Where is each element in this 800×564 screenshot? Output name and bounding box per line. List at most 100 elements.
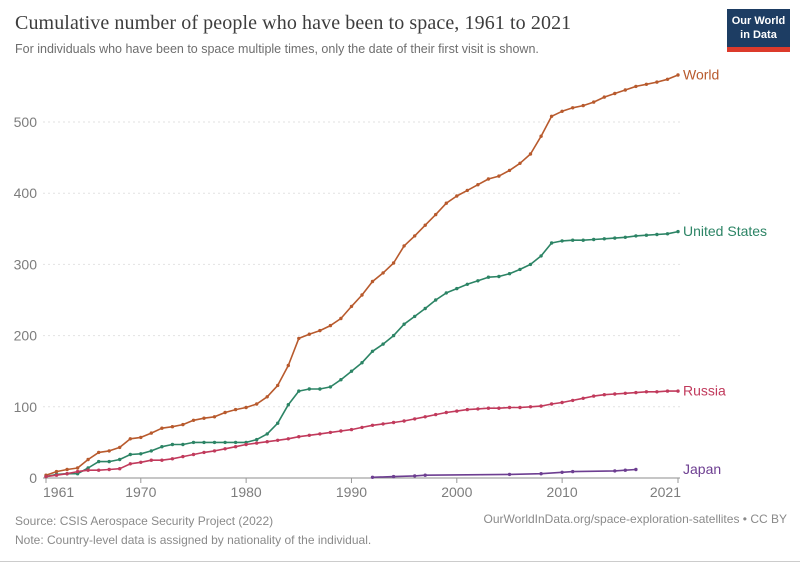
data-point <box>549 114 554 119</box>
data-point <box>455 286 459 291</box>
y-tick-label-0: 0 <box>29 470 37 486</box>
data-point <box>497 174 501 178</box>
data-point <box>413 314 417 319</box>
owid-logo[interactable]: Our World in Data <box>727 9 790 52</box>
owid-logo-stripe <box>727 46 790 52</box>
data-point <box>634 234 638 238</box>
data-point <box>507 272 512 276</box>
data-point <box>571 469 575 474</box>
data-point <box>602 393 606 397</box>
data-point <box>507 405 512 410</box>
data-point <box>571 106 575 110</box>
data-point <box>255 437 259 442</box>
data-point <box>276 421 280 425</box>
series-line-japan <box>372 468 636 479</box>
data-point <box>118 445 122 450</box>
data-point <box>139 452 143 456</box>
data-point <box>613 392 617 396</box>
data-point <box>75 466 80 470</box>
y-tick-label-100: 100 <box>14 399 38 415</box>
data-point <box>244 405 248 410</box>
data-point <box>191 418 196 422</box>
data-point <box>318 387 322 391</box>
data-point <box>476 279 480 283</box>
data-point <box>118 467 122 471</box>
data-point <box>402 244 406 248</box>
data-point <box>107 467 111 472</box>
data-point <box>233 445 238 449</box>
data-point <box>328 385 333 389</box>
data-point <box>339 429 343 433</box>
data-point <box>549 402 554 406</box>
data-point <box>413 417 417 421</box>
data-point <box>613 91 617 96</box>
series-line-world <box>45 74 679 476</box>
data-point <box>265 440 269 444</box>
data-point <box>655 390 659 394</box>
data-point <box>497 406 501 410</box>
data-point <box>391 474 396 479</box>
data-point <box>149 431 153 435</box>
data-point <box>54 473 59 477</box>
x-tick-label-1961: 1961 <box>43 484 74 500</box>
data-point <box>276 438 280 442</box>
data-point <box>370 279 375 284</box>
data-point <box>602 95 606 99</box>
data-point <box>265 432 269 436</box>
y-tick-label-500: 500 <box>14 114 38 130</box>
data-point <box>528 262 533 267</box>
data-point <box>507 472 512 477</box>
data-point <box>170 442 175 447</box>
data-point <box>339 378 343 382</box>
data-point <box>560 400 564 405</box>
data-point <box>307 387 311 391</box>
data-point <box>339 316 343 321</box>
data-point <box>223 410 227 415</box>
data-point <box>676 389 680 393</box>
data-point <box>65 467 69 472</box>
data-point <box>244 442 248 447</box>
data-point <box>349 369 354 373</box>
series-russia: Russia <box>44 383 726 479</box>
data-point <box>486 177 491 181</box>
series-world: World <box>44 67 719 477</box>
data-point <box>276 383 280 388</box>
series-label-russia: Russia <box>683 383 726 399</box>
bottom-divider <box>0 561 800 562</box>
data-point <box>349 427 354 432</box>
data-point <box>223 447 227 451</box>
data-point <box>486 406 491 410</box>
data-point <box>370 423 375 427</box>
data-point <box>423 415 427 419</box>
data-point <box>297 435 301 439</box>
data-point <box>623 468 627 472</box>
data-point <box>444 291 448 295</box>
data-point <box>160 426 164 430</box>
data-point <box>476 183 480 187</box>
data-point <box>465 407 469 412</box>
data-point <box>528 152 533 156</box>
series-label-united-states: United States <box>683 223 767 239</box>
data-point <box>423 223 427 227</box>
data-point <box>581 238 585 242</box>
footer-link[interactable]: OurWorldInData.org/space-exploration-sat… <box>483 512 787 526</box>
data-point <box>149 458 153 462</box>
data-point <box>139 460 143 464</box>
data-point <box>170 457 175 461</box>
data-point <box>644 233 649 237</box>
x-tick-label-1990: 1990 <box>336 484 367 500</box>
data-note: Note: Country-level data is assigned by … <box>15 532 372 547</box>
data-point <box>486 275 491 279</box>
data-point <box>202 416 206 420</box>
series-label-japan: Japan <box>683 461 721 477</box>
series-united-states: United States <box>44 223 767 479</box>
data-point <box>86 457 90 462</box>
data-point <box>613 469 617 473</box>
data-point <box>665 77 670 82</box>
data-point <box>465 188 469 193</box>
data-point <box>413 474 417 478</box>
y-tick-label-200: 200 <box>14 328 38 344</box>
data-point <box>202 440 206 445</box>
data-point <box>370 349 375 353</box>
